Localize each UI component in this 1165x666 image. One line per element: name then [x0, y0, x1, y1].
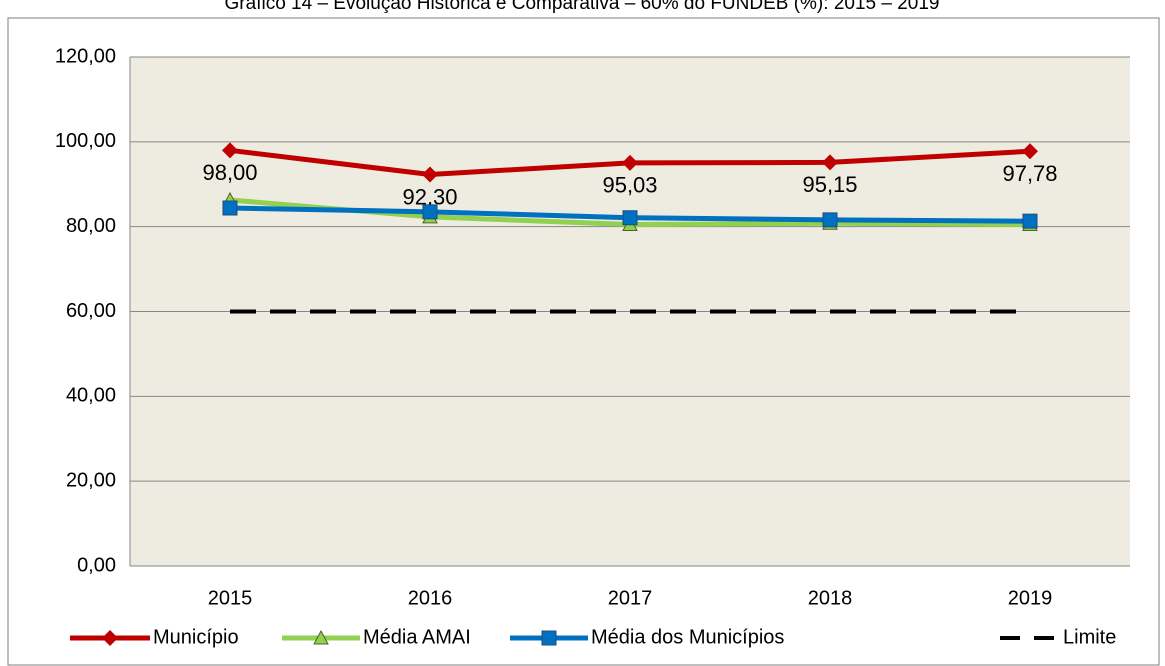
legend-marker — [541, 630, 557, 646]
y-tick-label: 20,00 — [66, 469, 116, 491]
x-tick-label: 2017 — [608, 587, 653, 609]
point — [822, 154, 838, 171]
y-tick-label: 100,00 — [55, 130, 116, 152]
chart-title: Gráfico 14 – Evolução Histórica e Compar… — [225, 0, 940, 14]
x-tick-label: 2016 — [408, 587, 453, 609]
data-label: 95,15 — [802, 172, 857, 197]
x-tick-label: 2015 — [208, 587, 253, 609]
point — [622, 210, 638, 226]
y-tick-label: 0,00 — [77, 554, 116, 576]
x-tick-label: 2018 — [808, 587, 853, 609]
data-label: 98,00 — [202, 160, 257, 185]
legend-label: Limite — [1063, 626, 1116, 648]
x-tick-label: 2019 — [1008, 587, 1053, 609]
point — [1022, 143, 1038, 160]
data-label: 95,03 — [602, 173, 657, 198]
point — [622, 154, 638, 171]
y-tick-label: 120,00 — [55, 45, 116, 67]
legend-label: Média AMAI — [363, 626, 471, 648]
legend-label: Média dos Municípios — [591, 626, 784, 648]
data-label: 97,78 — [1002, 161, 1057, 186]
point — [1022, 213, 1038, 229]
y-tick-label: 60,00 — [66, 300, 116, 322]
y-tick-label: 80,00 — [66, 215, 116, 237]
point — [222, 142, 238, 159]
point — [222, 200, 238, 216]
y-tick-label: 40,00 — [66, 385, 116, 407]
legend-label: Município — [153, 626, 239, 648]
legend-marker — [313, 629, 329, 645]
point — [422, 166, 438, 183]
point — [422, 204, 438, 220]
legend-marker — [102, 630, 118, 646]
point — [822, 212, 838, 228]
